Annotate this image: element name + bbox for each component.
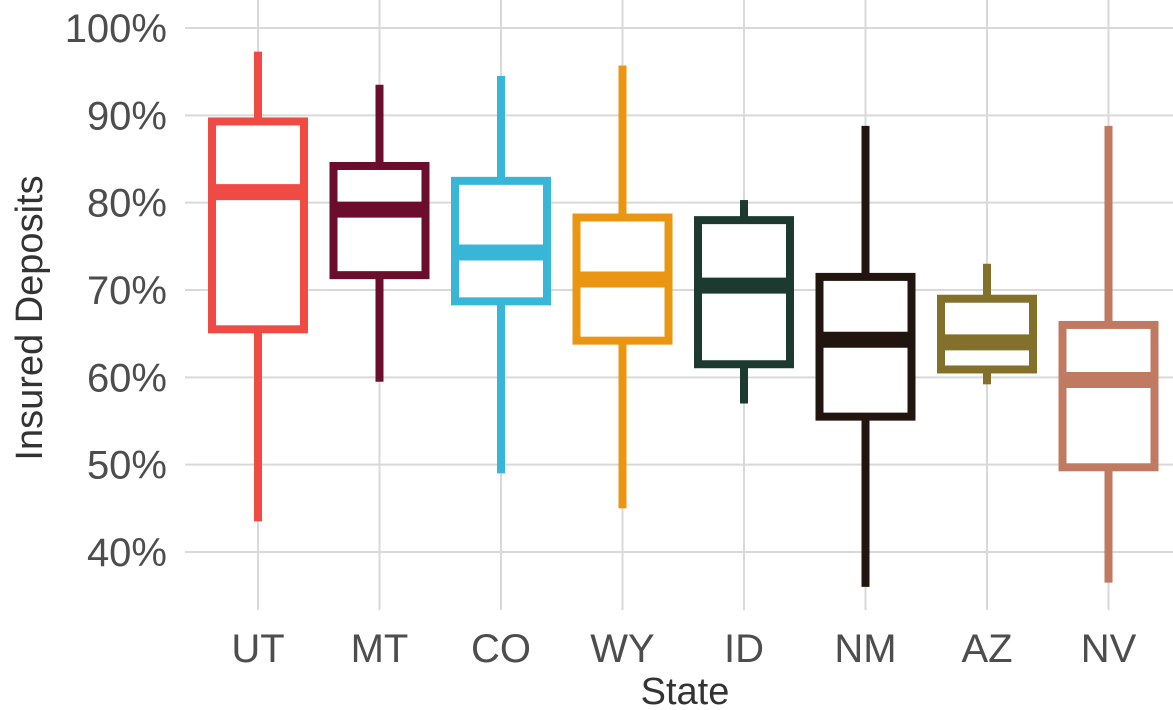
y-tick-label: 70% xyxy=(87,269,167,313)
box-rect xyxy=(451,176,551,306)
box-wy xyxy=(572,65,673,509)
y-axis: 40% 50% 60% 70% 80% 90% 100% xyxy=(65,7,167,575)
y-tick-label: 100% xyxy=(65,7,167,51)
x-axis: UT MT CO WY ID NM AZ NV xyxy=(231,627,1136,671)
box-co xyxy=(451,76,551,474)
x-tick-label: MT xyxy=(351,627,409,671)
box-rect xyxy=(937,294,1037,374)
box-rect xyxy=(329,161,430,280)
boxes xyxy=(208,51,1159,587)
x-tick-label: ID xyxy=(724,627,764,671)
x-tick-label: NM xyxy=(834,627,896,671)
box-id xyxy=(694,200,794,404)
y-tick-label: 40% xyxy=(87,531,167,575)
x-tick-label: UT xyxy=(231,627,284,671)
box-nv xyxy=(1058,125,1159,583)
box-nm xyxy=(815,125,916,587)
x-tick-label: AZ xyxy=(961,627,1012,671)
box-az xyxy=(937,263,1037,385)
x-tick-label: WY xyxy=(590,627,654,671)
y-tick-label: 50% xyxy=(87,444,167,488)
x-tick-label: CO xyxy=(471,627,531,671)
y-tick-label: 60% xyxy=(87,356,167,400)
y-tick-label: 80% xyxy=(87,182,167,226)
box-ut xyxy=(208,51,308,522)
x-axis-title: State xyxy=(641,671,730,710)
x-tick-label: NV xyxy=(1081,627,1137,671)
box-mt xyxy=(329,84,430,382)
box-rect xyxy=(208,117,308,334)
y-axis-title: Insured Deposits xyxy=(9,175,51,460)
box-rect xyxy=(1058,320,1159,472)
y-tick-label: 90% xyxy=(87,94,167,138)
